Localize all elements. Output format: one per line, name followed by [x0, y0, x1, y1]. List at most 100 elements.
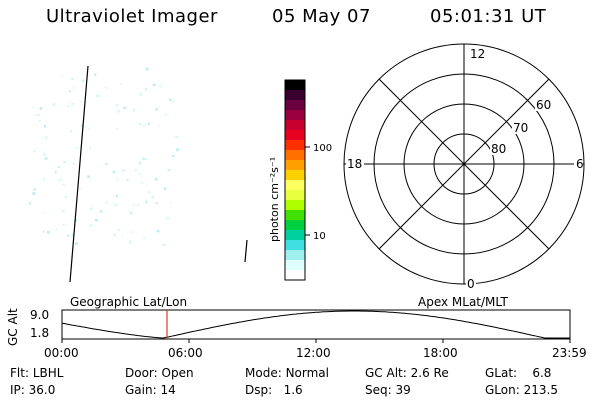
emission-speckle	[133, 108, 135, 112]
emission-speckle	[43, 177, 45, 181]
emission-speckle	[90, 207, 93, 211]
lat-label-60: 60	[536, 98, 551, 112]
label-bg	[535, 97, 554, 111]
mlt-label-0: 0	[467, 277, 475, 291]
emission-speckle	[55, 171, 57, 174]
colorbar-cell	[285, 80, 305, 91]
x-tick-label: 23:59	[552, 346, 587, 360]
colorbar-cell	[285, 210, 305, 221]
colorbar: 100 10 photon cm⁻²s⁻¹	[268, 79, 332, 281]
emission-speckle	[62, 183, 65, 185]
status-mode: Mode: Normal	[245, 366, 329, 380]
emission-speckle	[94, 218, 98, 222]
emission-speckle	[142, 125, 146, 128]
geographic-latlon-label: Geographic Lat/Lon	[70, 295, 188, 309]
emission-speckle	[75, 147, 78, 150]
emission-speckle	[170, 202, 172, 203]
emission-speckle	[115, 194, 119, 198]
emission-speckle	[55, 228, 57, 231]
colorbar-cell	[285, 130, 305, 141]
colorbar-unit-label: photon cm⁻²s⁻¹	[268, 157, 281, 242]
emission-speckle	[100, 165, 102, 168]
colorbar-cell	[285, 110, 305, 121]
emission-speckle	[159, 85, 161, 88]
emission-speckle	[137, 203, 140, 206]
emission-speckle	[74, 242, 78, 245]
status-flt: Flt: LBHL	[10, 366, 64, 380]
emission-speckle	[166, 217, 170, 219]
uv-image-panel	[29, 65, 248, 283]
emission-speckle	[151, 195, 155, 199]
colorbar-cell	[285, 230, 305, 241]
emission-speckle	[43, 153, 45, 156]
emission-speckle	[122, 169, 125, 172]
emission-speckle	[61, 210, 65, 212]
emission-speckle	[175, 136, 178, 138]
emission-speckle	[129, 240, 132, 244]
apex-mlat-label: Apex MLat/MLT	[418, 295, 508, 309]
emission-speckle	[156, 229, 160, 233]
emission-speckle	[42, 212, 44, 215]
emission-speckle	[64, 196, 68, 198]
colorbar-tick-label: 10	[313, 231, 326, 242]
emission-speckle	[71, 78, 74, 81]
emission-speckle	[117, 229, 121, 231]
colorbar-cell	[285, 250, 305, 261]
status-glon: GLon: 213.5	[485, 383, 558, 397]
emission-speckle	[176, 148, 179, 152]
emission-speckle	[113, 233, 116, 236]
emission-speckle	[169, 98, 172, 101]
instrument-title: Ultraviolet Imager	[46, 6, 218, 27]
emission-speckle	[96, 94, 99, 97]
colorbar-cell	[285, 190, 305, 201]
status-dsp: Dsp: 1.6	[245, 383, 303, 397]
emission-speckle	[72, 233, 75, 237]
emission-speckle	[147, 122, 150, 126]
colorbar-cell	[285, 90, 305, 101]
emission-speckle	[167, 169, 171, 171]
emission-speckle	[105, 162, 108, 165]
emission-speckle	[31, 106, 34, 108]
emission-speckle	[118, 110, 120, 113]
emission-speckle	[145, 158, 147, 161]
status-seq: Seq: 39	[365, 383, 411, 397]
colorbar-cell	[285, 170, 305, 181]
mlt-label-18: 18	[347, 157, 362, 171]
emission-speckle	[52, 103, 56, 106]
emission-speckle	[141, 181, 144, 184]
emission-speckle	[116, 179, 119, 181]
emission-speckle	[34, 114, 37, 117]
emission-speckle	[80, 101, 83, 103]
colorbar-cell	[285, 160, 305, 171]
emission-speckle	[163, 188, 165, 191]
emission-speckle	[106, 87, 108, 90]
y-tick-top: 9.0	[30, 308, 50, 322]
emission-speckle	[33, 188, 36, 191]
emission-speckle	[43, 125, 47, 128]
emission-speckle	[162, 243, 166, 247]
emission-speckle	[104, 86, 106, 89]
status-door: Door: Open	[125, 366, 194, 380]
emission-speckle	[138, 161, 141, 165]
colorbar-cell	[285, 120, 305, 131]
emission-speckle	[81, 124, 83, 128]
emission-speckle	[114, 203, 118, 206]
emission-speckle	[142, 157, 145, 160]
emission-speckle	[66, 234, 70, 238]
emission-speckle	[68, 90, 72, 92]
altitude-curve	[61, 310, 570, 339]
colorbar-cell	[285, 180, 305, 191]
emission-speckle	[89, 178, 91, 180]
emission-speckle	[145, 88, 147, 91]
emission-speckle	[82, 79, 84, 83]
label-bg	[574, 156, 583, 171]
emission-speckle	[79, 187, 82, 190]
polar-grid	[343, 43, 585, 285]
limb-line-small	[244, 239, 248, 263]
emission-speckle	[120, 83, 122, 86]
emission-speckle	[61, 74, 63, 77]
emission-speckle	[131, 231, 134, 233]
emission-speckle	[33, 150, 36, 152]
limb-line	[69, 65, 89, 283]
uv-emission-speckles	[29, 67, 179, 247]
